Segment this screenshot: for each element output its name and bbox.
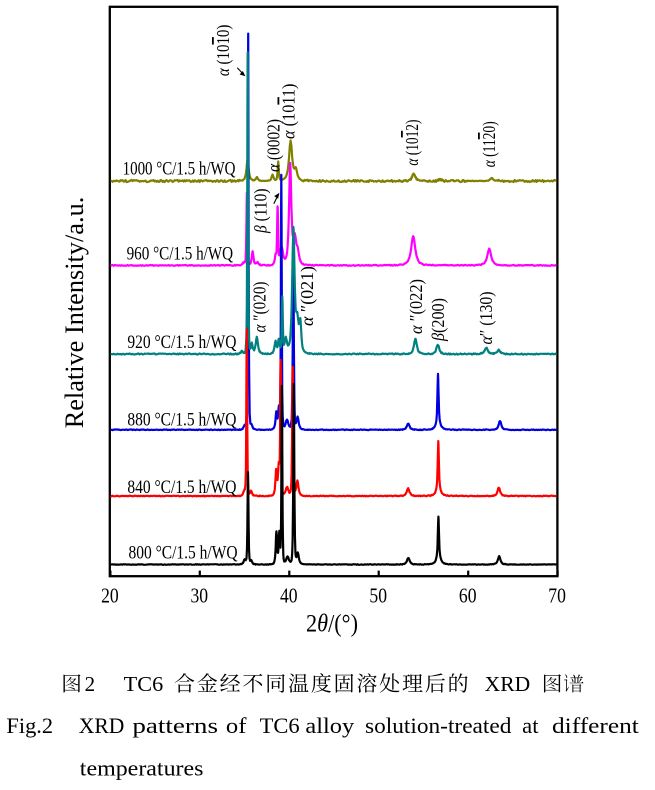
svg-text:840 °C/1.5 h/WQ: 840 °C/1.5 h/WQ: [127, 477, 236, 498]
svg-text:60: 60: [459, 584, 477, 608]
svg-text:β (110): β (110): [251, 189, 272, 234]
svg-text:70: 70: [548, 584, 566, 608]
svg-text:α″ (130): α″ (130): [476, 292, 497, 345]
svg-text:2θ/(°): 2θ/(°): [306, 611, 358, 638]
svg-text:920 °C/1.5 h/WQ: 920 °C/1.5 h/WQ: [127, 332, 236, 353]
svg-text:of: of: [226, 713, 247, 738]
svg-text:β(200): β(200): [428, 298, 449, 342]
svg-text:TC6: TC6: [260, 713, 300, 738]
svg-text:solution-treated: solution-treated: [365, 713, 511, 738]
svg-text:40: 40: [280, 584, 298, 608]
svg-text:960 °C/1.5 h/WQ: 960 °C/1.5 h/WQ: [127, 244, 234, 265]
svg-text:α ″(020): α ″(020): [250, 282, 271, 333]
svg-text:Relative Intensity/a.u.: Relative Intensity/a.u.: [60, 197, 89, 429]
svg-text:30: 30: [191, 584, 209, 608]
svg-text:Fig.2: Fig.2: [6, 713, 53, 738]
svg-text:20: 20: [101, 584, 119, 608]
svg-text:880 °C/1.5 h/WQ: 880 °C/1.5 h/WQ: [127, 410, 236, 431]
svg-text:α (0002): α (0002): [264, 119, 285, 172]
svg-text:TC6: TC6: [124, 672, 164, 696]
svg-text:1000 °C/1.5 h/WQ: 1000 °C/1.5 h/WQ: [123, 159, 236, 180]
svg-text:α (1120): α (1120): [479, 121, 500, 167]
svg-text:at: at: [522, 713, 539, 738]
svg-text:α ″(021): α ″(021): [297, 266, 318, 326]
svg-text:α ″(022): α ″(022): [406, 279, 427, 334]
svg-text:800 °C/1.5 h/WQ: 800 °C/1.5 h/WQ: [129, 543, 238, 564]
svg-text:alloy: alloy: [305, 713, 355, 738]
svg-text:temperatures: temperatures: [80, 756, 204, 781]
svg-text:different: different: [552, 713, 640, 738]
svg-text:patterns: patterns: [132, 713, 218, 738]
svg-text:2: 2: [85, 672, 96, 696]
svg-text:α (1011): α (1011): [279, 84, 300, 140]
svg-text:XRD: XRD: [79, 713, 125, 738]
svg-text:α (1012): α (1012): [402, 120, 423, 166]
svg-text:α (1010): α (1010): [213, 25, 234, 77]
svg-text:XRD: XRD: [485, 672, 531, 696]
svg-text:50: 50: [369, 584, 387, 608]
